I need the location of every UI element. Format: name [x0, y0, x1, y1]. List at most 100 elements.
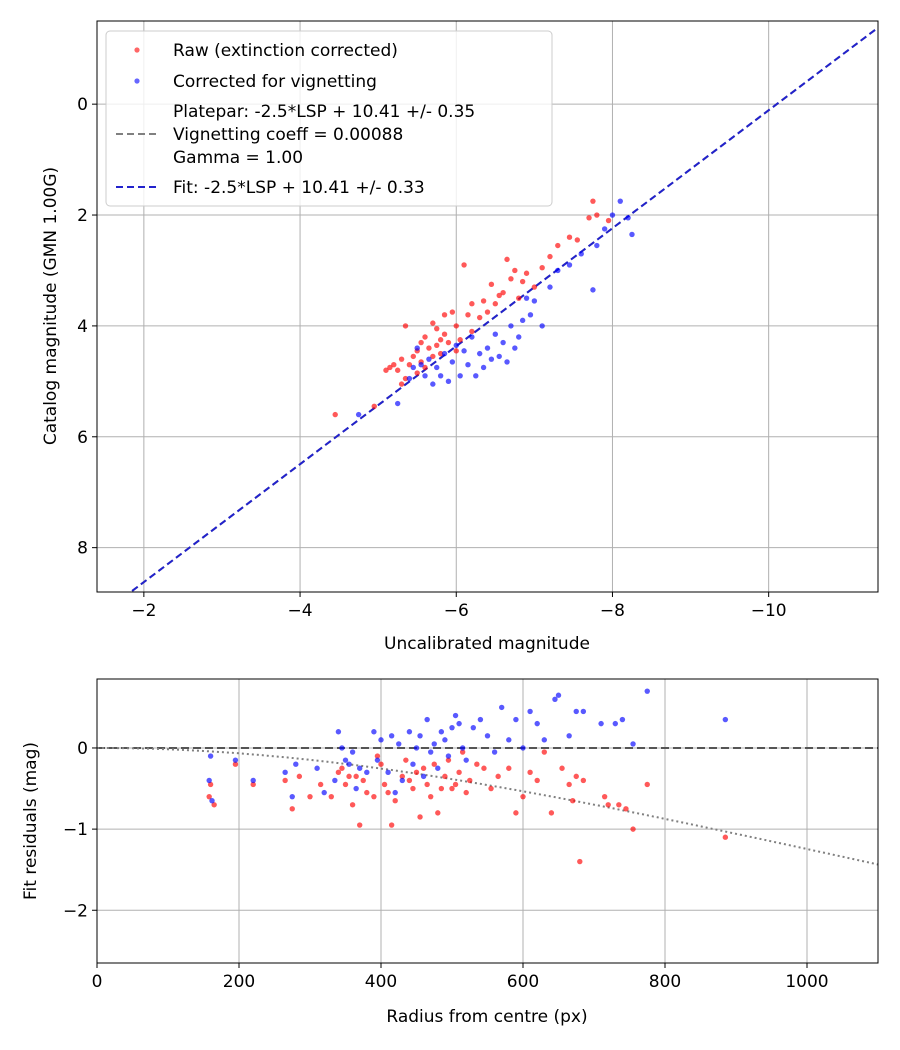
raw-point: [512, 267, 518, 274]
corrected-residual-point: [534, 720, 540, 727]
corrected-residual-point: [470, 724, 476, 731]
corrected-residual-point: [349, 749, 356, 755]
corrected-point: [496, 353, 502, 360]
corrected-residual-point: [573, 708, 579, 715]
raw-point: [387, 364, 393, 371]
raw-residual-point: [211, 802, 217, 808]
raw-residual-point: [371, 793, 377, 800]
corrected-residual-point: [442, 737, 448, 743]
raw-residual-point: [474, 761, 480, 767]
corrected-residual-point: [342, 757, 349, 763]
raw-residual-point: [403, 757, 409, 763]
x-tick-label: −4: [288, 601, 313, 621]
corrected-residual-point: [484, 733, 491, 739]
raw-point: [504, 256, 510, 263]
raw-residual-point: [406, 777, 413, 784]
raw-residual-point: [431, 761, 437, 767]
corrected-point: [500, 339, 506, 346]
top-x-ticks: −2 −4 −6 −8 −10: [131, 592, 787, 621]
raw-residual-point: [381, 781, 388, 788]
raw-point: [371, 403, 377, 409]
corrected-point: [418, 362, 424, 368]
x-tick-label: −8: [600, 601, 625, 621]
raw-point: [500, 289, 506, 296]
corrected-point: [629, 231, 635, 238]
bottom-x-axis-label: Radius from centre (px): [386, 1007, 587, 1027]
legend: Raw (extinction corrected) Corrected for…: [105, 30, 553, 207]
top-raw-points: [332, 198, 612, 418]
y-tick-label: 8: [77, 539, 88, 559]
raw-point: [430, 353, 436, 360]
raw-point: [539, 264, 545, 271]
raw-residual-point: [559, 765, 565, 771]
corrected-point: [441, 350, 448, 357]
raw-point: [449, 309, 456, 315]
raw-residual-point: [520, 793, 526, 800]
raw-point: [430, 320, 436, 326]
raw-residual-point: [388, 822, 395, 828]
raw-point: [383, 367, 389, 373]
corrected-residual-point: [527, 708, 533, 715]
corrected-residual-point: [339, 745, 345, 751]
corrected-residual-point: [293, 761, 299, 767]
raw-point: [422, 364, 428, 371]
corrected-residual-point: [399, 777, 405, 784]
corrected-point: [461, 348, 467, 354]
raw-point: [465, 312, 471, 318]
raw-point: [574, 237, 581, 243]
corrected-point: [601, 226, 608, 232]
raw-residual-point: [534, 777, 540, 784]
corrected-residual-point: [209, 798, 215, 804]
raw-residual-point: [580, 777, 587, 784]
raw-point: [469, 328, 475, 335]
corrected-residual-point: [463, 757, 469, 763]
raw-point: [496, 292, 502, 299]
corrected-residual-point: [612, 720, 618, 727]
raw-residual-point: [296, 773, 303, 780]
x-tick-label: −6: [444, 601, 469, 621]
raw-residual-point: [449, 785, 455, 792]
corrected-residual-point: [410, 761, 416, 767]
corrected-point: [406, 375, 413, 382]
y-tick-label: −1: [63, 820, 88, 840]
raw-point: [332, 411, 338, 418]
raw-residual-point: [541, 749, 547, 755]
corrected-point: [449, 359, 456, 365]
raw-point: [406, 362, 413, 368]
corrected-point: [578, 251, 584, 257]
raw-residual-point: [548, 810, 555, 816]
x-tick-label: 1000: [785, 972, 828, 992]
raw-residual-point: [644, 781, 650, 788]
corrected-point: [539, 323, 545, 329]
raw-point: [453, 323, 459, 329]
corrected-point: [473, 373, 479, 379]
corrected-point: [508, 323, 514, 329]
raw-point: [476, 314, 483, 321]
corrected-point: [512, 345, 518, 351]
bottom-axes-frame: [96, 678, 879, 964]
corrected-residual-point: [431, 741, 437, 747]
raw-residual-point: [342, 781, 349, 788]
raw-point: [437, 350, 444, 357]
corrected-point: [410, 364, 417, 371]
corrected-point: [394, 400, 401, 407]
raw-point: [453, 348, 459, 354]
corrected-point: [437, 373, 444, 379]
raw-residual-point: [289, 806, 295, 812]
raw-residual-point: [413, 769, 420, 776]
legend-fit-label: Fit: -2.5*LSP + 10.41 +/- 0.33: [173, 178, 425, 198]
top-x-axis-label: Uncalibrated magnitude: [384, 634, 590, 654]
raw-residual-point: [339, 765, 345, 771]
raw-residual-point: [328, 793, 334, 800]
raw-point: [531, 284, 538, 290]
top-axes-frame: [96, 20, 879, 593]
raw-residual-point: [335, 769, 342, 776]
raw-point: [516, 295, 522, 301]
top-fit-lines: [129, 26, 878, 592]
raw-point: [523, 270, 530, 276]
raw-point: [414, 370, 420, 376]
raw-point: [402, 375, 409, 382]
x-tick-label: 0: [92, 972, 103, 992]
corrected-residual-point: [580, 708, 587, 715]
y-tick-label: 0: [77, 739, 88, 759]
